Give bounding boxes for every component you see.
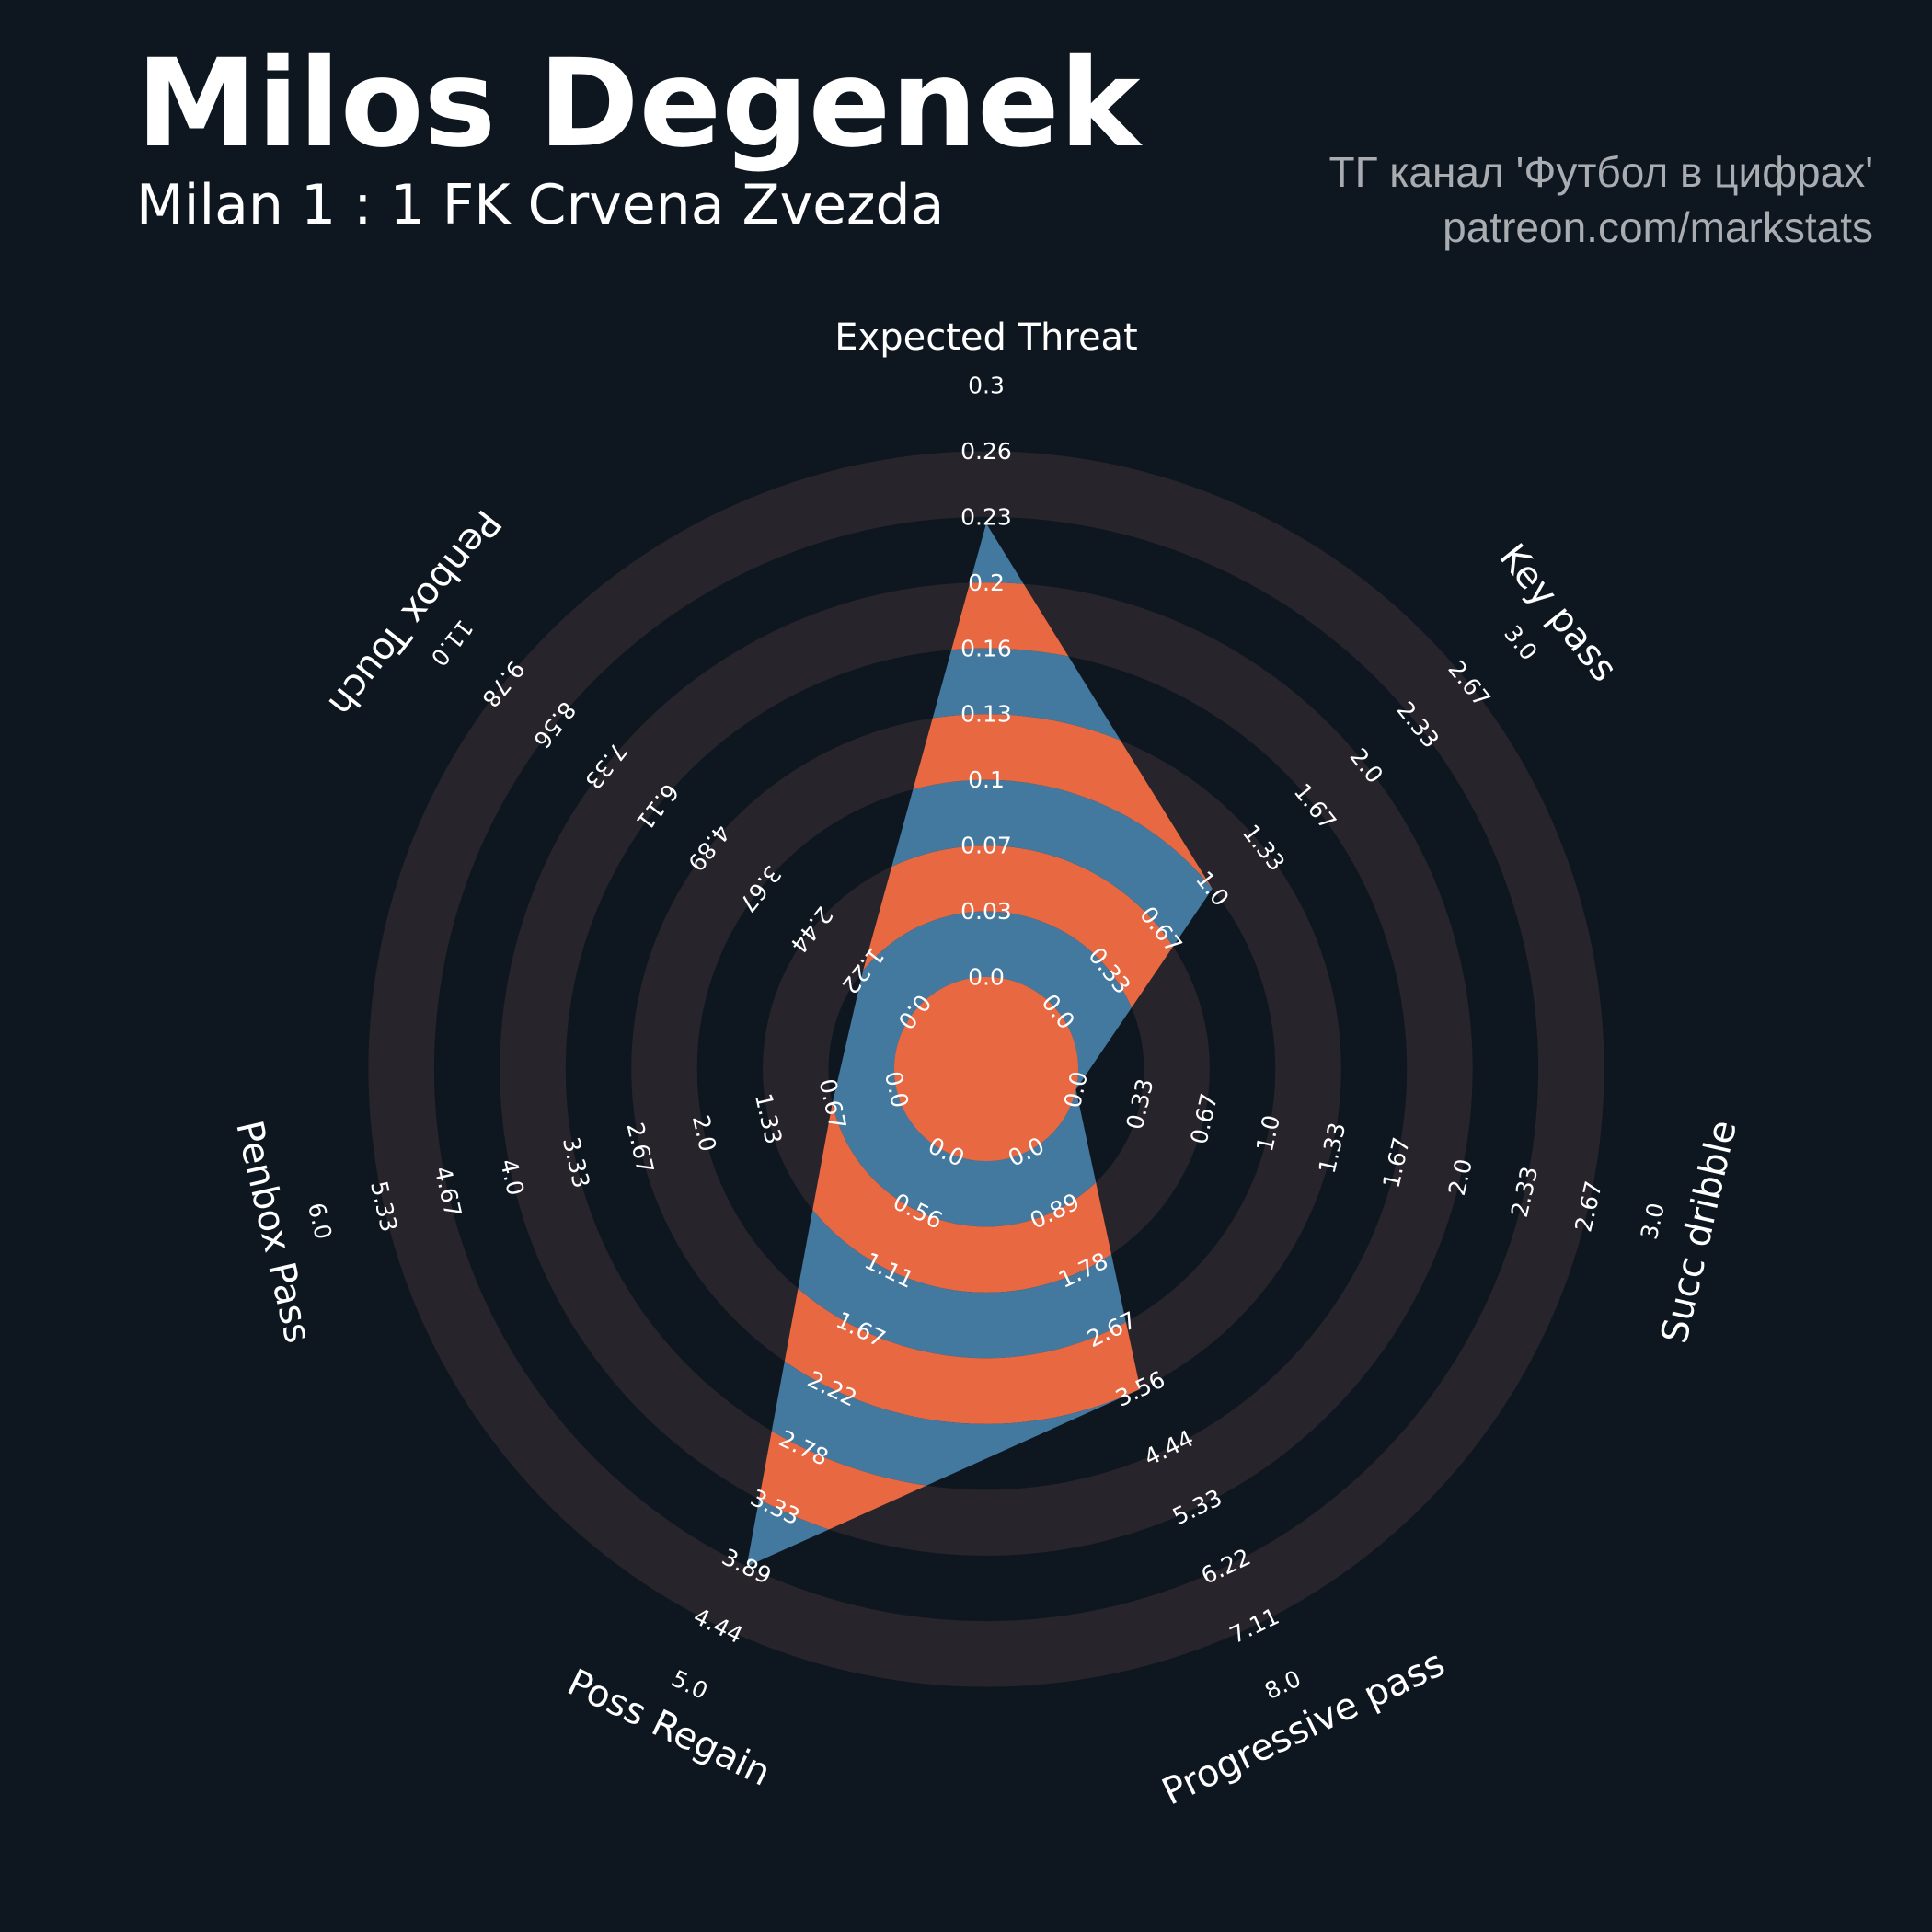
chart-subtitle: Milan 1 : 1 FK Crvena Zvezda xyxy=(136,173,944,237)
watermark-channel: ТГ канал 'Футбол в цифрах' xyxy=(1328,148,1873,196)
tick-label: 0.13 xyxy=(960,701,1012,728)
tick-label: 0.03 xyxy=(960,898,1012,925)
center-circle xyxy=(894,977,1078,1161)
watermark-url: patreon.com/markstats xyxy=(1443,203,1873,251)
tick-label: 0.3 xyxy=(968,373,1005,399)
chart-title: Milos Degenek xyxy=(136,33,1144,175)
tick-label: 0.07 xyxy=(960,833,1012,859)
tick-label: 0.0 xyxy=(968,964,1005,991)
tick-label: 0.26 xyxy=(960,438,1012,465)
tick-label: 0.16 xyxy=(960,635,1012,661)
tick-label: 0.1 xyxy=(968,766,1005,793)
polygon-band xyxy=(828,911,1144,1227)
axis-label: Expected Threat xyxy=(834,316,1138,359)
tick-label: 0.2 xyxy=(968,569,1005,596)
tick-label: 0.23 xyxy=(960,503,1012,530)
